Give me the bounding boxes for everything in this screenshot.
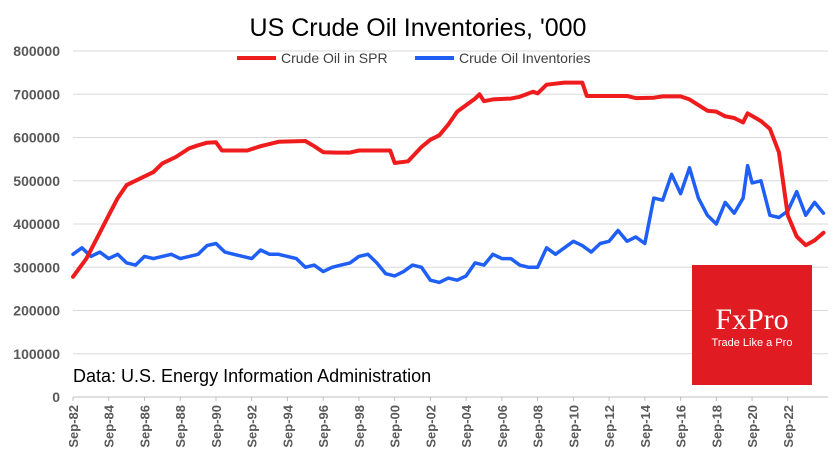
y-tick-label: 600000: [13, 130, 60, 146]
x-tick-label: Sep-02: [423, 405, 438, 448]
y-tick-label: 800000: [13, 43, 60, 59]
logo-tagline: Trade Like a Pro: [711, 337, 793, 349]
x-tick-label: Sep-00: [388, 405, 403, 448]
x-tick-label: Sep-86: [137, 405, 152, 448]
y-tick-label: 500000: [13, 173, 60, 189]
x-tick-label: Sep-10: [566, 405, 581, 448]
x-tick-label: Sep-98: [352, 405, 367, 448]
x-tick-label: Sep-12: [602, 405, 617, 448]
x-tick-label: Sep-96: [316, 405, 331, 448]
x-tick-label: Sep-20: [745, 405, 760, 448]
y-tick-label: 400000: [13, 216, 60, 232]
y-tick-label: 300000: [13, 259, 60, 275]
y-axis-ticks: 800000 700000 600000 500000 400000 300000 2000…: [13, 43, 60, 405]
x-tick-label: Sep-90: [209, 405, 224, 448]
legend-label-spr: Crude Oil in SPR: [281, 50, 388, 66]
legend: Crude Oil in SPR Crude Oil Inventories: [237, 50, 591, 66]
x-tick-label: Sep-92: [245, 405, 260, 448]
x-tick-label: Sep-06: [495, 405, 510, 448]
source-note: Data: U.S. Energy Information Administra…: [73, 366, 431, 386]
legend-label-inventories: Crude Oil Inventories: [459, 50, 591, 66]
x-tick-label: Sep-04: [459, 404, 474, 447]
fxpro-logo: FxPro Trade Like a Pro: [692, 265, 812, 385]
x-tick-label: Sep-94: [280, 404, 295, 447]
x-tick-label: Sep-14: [638, 404, 653, 447]
y-tick-label: 700000: [13, 86, 60, 102]
x-tick-label: Sep-88: [173, 405, 188, 448]
series-line-spr: [71, 80, 826, 279]
x-tick-label: Sep-16: [674, 405, 689, 448]
x-tick-label: Sep-08: [531, 405, 546, 448]
x-tick-label: Sep-82: [66, 405, 81, 448]
x-tick-label: Sep-22: [781, 405, 796, 448]
series-line-inventories: [71, 163, 826, 285]
chart-title: US Crude Oil Inventories, '000: [250, 14, 587, 42]
x-tick-label: Sep-84: [102, 404, 117, 447]
y-tick-label: 0: [52, 389, 60, 405]
logo-wordmark: FxPro: [715, 303, 789, 336]
y-tick-label: 200000: [13, 303, 60, 319]
x-axis-ticks: Sep-82 Sep-84 Sep-86 Sep-88 Sep-90 Sep-92 Sep-…: [66, 397, 796, 448]
x-tick-label: Sep-18: [709, 405, 724, 448]
y-tick-label: 100000: [13, 346, 60, 362]
series-layer: [71, 80, 826, 285]
